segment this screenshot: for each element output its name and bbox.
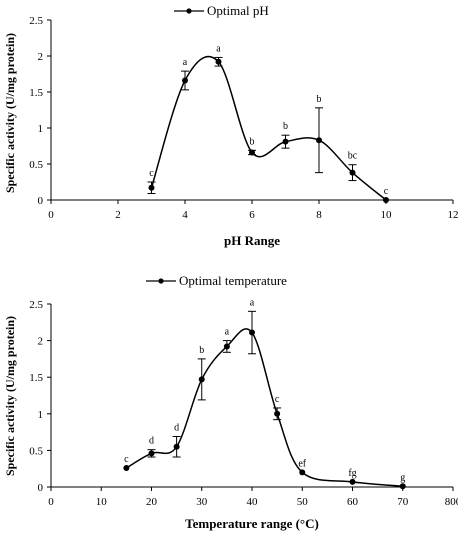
significance-label: b: [199, 345, 204, 356]
data-point: [198, 376, 205, 383]
data-point: [182, 77, 188, 84]
y-tick-label: 0.5: [29, 445, 43, 457]
y-axis-label: Specific activity (U/mg protein): [3, 33, 17, 193]
x-tick-label: 50: [297, 496, 309, 508]
data-point: [148, 184, 155, 191]
data-point: [383, 197, 389, 203]
x-tick-label: 60: [347, 496, 359, 508]
tick-labels: 0 2 4 6 8 10 12 0 0.5 1 1.5 2 2.5: [29, 15, 458, 221]
data-point: [316, 137, 322, 144]
x-tick-label: 30: [196, 496, 208, 508]
significance-label: bc: [348, 151, 358, 162]
x-tick-label: 2: [115, 209, 121, 221]
significance-label: g: [400, 472, 405, 483]
x-tick-label: 70: [397, 496, 409, 508]
significance-label: b: [317, 94, 322, 105]
axes: [47, 303, 454, 491]
data-points: [148, 58, 389, 203]
significance-label: a: [216, 43, 221, 54]
data-point: [215, 58, 222, 65]
x-tick-label: 40: [247, 496, 259, 508]
significance-label: c: [275, 394, 280, 405]
significance-label: b: [250, 136, 255, 147]
data-point: [123, 464, 130, 471]
data-point: [274, 410, 281, 417]
y-tick-label: 1.5: [29, 372, 43, 384]
x-tick-label: 800: [445, 496, 458, 508]
significance-label: c: [149, 168, 154, 179]
tick-labels: 0 10 20 30 40 50 60 70 800 0 0.5 1 1.5 2 2.5: [29, 299, 458, 508]
significance-label: ef: [298, 458, 306, 469]
y-axis-label: Specific activity (U/mg protein): [3, 316, 17, 476]
data-point: [223, 343, 230, 350]
error-bars: [147, 310, 282, 458]
significance-labels: c a a b b b bc c: [149, 43, 389, 197]
y-tick-label: 0.5: [29, 159, 43, 171]
y-tick-label: 2.5: [29, 15, 43, 27]
significance-label: a: [183, 57, 188, 68]
series-curve: [125, 328, 403, 488]
x-tick-label: 4: [182, 209, 188, 221]
significance-label: a: [250, 297, 255, 308]
x-axis-label: pH Range: [224, 233, 280, 248]
y-tick-label: 2: [38, 336, 44, 348]
data-point: [349, 169, 356, 176]
data-point: [349, 478, 356, 485]
series-line: [125, 328, 403, 488]
x-axis-label: Temperature range (°C): [185, 516, 319, 531]
significance-label: a: [225, 327, 230, 338]
ph-chart: Optimal pH Specific activity (U/mg prote…: [3, 3, 458, 248]
significance-label: d: [149, 436, 154, 447]
y-tick-label: 1: [38, 123, 44, 135]
x-tick-label: 6: [249, 209, 255, 221]
legend-label: Optimal temperature: [179, 273, 287, 288]
data-point: [148, 450, 155, 457]
data-point: [173, 443, 180, 450]
significance-label: c: [384, 186, 389, 197]
significance-label: b: [283, 121, 288, 132]
y-tick-label: 1.5: [29, 87, 43, 99]
x-tick-label: 20: [146, 496, 158, 508]
significance-labels: c d d b a a c ef fg g: [124, 297, 405, 483]
y-tick-label: 1: [38, 409, 44, 421]
axes: [47, 19, 454, 204]
x-tick-label: 12: [448, 209, 458, 221]
legend-label: Optimal pH: [207, 3, 269, 18]
x-tick-label: 10: [96, 496, 108, 508]
data-point: [282, 138, 289, 145]
y-tick-label: 0: [38, 195, 44, 207]
x-tick-label: 0: [48, 209, 54, 221]
significance-label: fg: [348, 468, 356, 479]
significance-label: d: [174, 422, 179, 433]
significance-label: c: [124, 454, 129, 465]
temperature-chart: Optimal temperature Specific activity (U…: [3, 273, 458, 531]
y-tick-label: 2: [38, 51, 44, 63]
data-point: [249, 329, 255, 336]
x-tick-label: 8: [316, 209, 322, 221]
y-tick-label: 0: [38, 482, 44, 494]
data-point: [249, 149, 255, 156]
legend-marker: [186, 8, 192, 14]
data-point: [399, 483, 406, 490]
data-points: [123, 329, 406, 490]
error-bars: [147, 56, 357, 195]
legend-marker: [158, 278, 164, 284]
data-point: [299, 469, 306, 476]
y-tick-label: 2.5: [29, 299, 43, 311]
x-tick-label: 0: [48, 496, 54, 508]
x-tick-label: 10: [381, 209, 393, 221]
